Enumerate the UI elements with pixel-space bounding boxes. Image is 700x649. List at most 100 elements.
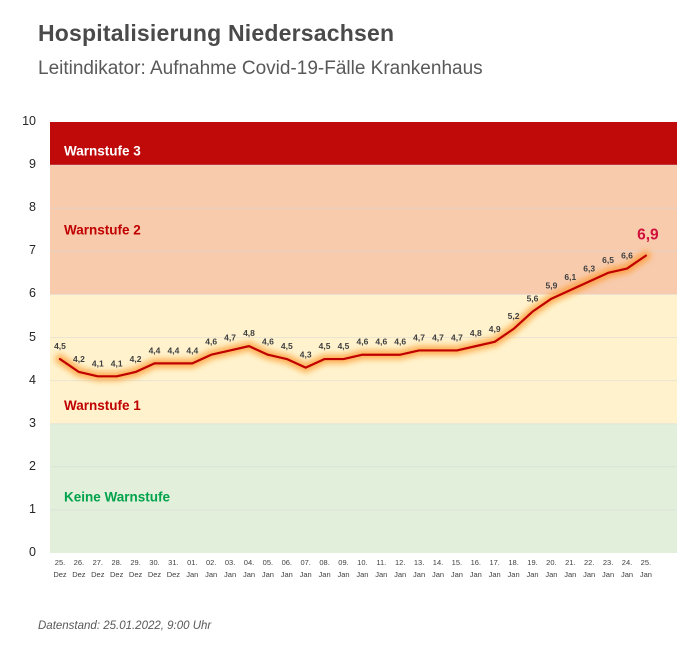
x-axis-tick-label: 23. Jan <box>594 557 622 580</box>
y-axis-tick-label: 4 <box>29 372 36 387</box>
x-tick-day: 25. <box>640 558 652 567</box>
x-tick-day: 12. <box>394 558 406 567</box>
x-tick-day: 08. <box>319 558 330 567</box>
x-tick-month: Jan <box>564 569 577 579</box>
x-axis-tick-label: 04. Jan <box>235 557 263 580</box>
data-point-label: 4,5 <box>319 341 331 351</box>
x-tick-month: Jan <box>261 569 274 579</box>
data-status-note: Datenstand: 25.01.2022, 9:00 Uhr <box>38 620 212 632</box>
warning-band-label: Warnstufe 3 <box>64 143 141 158</box>
data-point-label: 4,4 <box>149 345 161 355</box>
warning-band-label: Keine Warnstufe <box>64 489 171 504</box>
data-point-labels: 4,5 4,2 4,1 4,1 4,2 4,4 4,4 4,4 4,6 4,7 4,8 4,6 4,5 4… <box>54 227 659 369</box>
x-tick-month: Jan <box>450 569 463 579</box>
x-tick-day: 16. <box>470 558 482 567</box>
data-point-label: 4,8 <box>470 328 482 338</box>
y-axis-tick-label: 1 <box>29 501 36 516</box>
x-tick-day: 06. <box>281 558 293 567</box>
x-tick-day: 29. <box>130 558 141 567</box>
data-point-label: 4,6 <box>394 337 406 347</box>
x-axis-tick-label: 15. Jan <box>443 557 471 580</box>
x-axis-tick-label: 21. Jan <box>556 557 584 580</box>
x-tick-month: Jan <box>356 569 369 579</box>
data-point-label: 4,6 <box>375 337 387 347</box>
x-tick-month: Jan <box>205 569 218 579</box>
x-tick-day: 28. <box>111 558 122 567</box>
x-tick-day: 21. <box>565 558 576 567</box>
y-axis-tick-label: 0 <box>29 545 36 559</box>
data-point-label: 4,5 <box>338 341 350 351</box>
x-tick-month: Dez <box>53 569 67 579</box>
y-axis-tick-label: 8 <box>29 200 36 215</box>
data-point-label: 4,7 <box>224 332 236 342</box>
data-point-label: 4,7 <box>451 332 463 342</box>
x-axis-tick-label: 25. Dez <box>46 557 74 580</box>
x-axis: 25. Dez 26. Dez 27. Dez 28. Dez 29. Dez 30. Dez 31. D… <box>50 557 690 591</box>
x-axis-tick-label: 30. Dez <box>141 557 169 580</box>
x-tick-day: 30. <box>149 558 160 567</box>
x-axis-tick-label: 07. Jan <box>292 557 320 580</box>
x-axis-tick-label: 13. Jan <box>405 557 433 580</box>
x-axis-tick-label: 11. Jan <box>367 557 395 580</box>
x-tick-month: Jan <box>602 569 615 579</box>
x-tick-month: Jan <box>507 569 520 579</box>
x-tick-month: Jan <box>583 569 596 579</box>
data-point-label: 4,7 <box>413 332 425 342</box>
x-tick-day: 04. <box>243 558 255 567</box>
data-point-label: 6,3 <box>583 263 595 273</box>
y-axis-tick-label: 10 <box>22 114 36 128</box>
x-tick-month: Jan <box>242 569 256 579</box>
x-tick-month: Jan <box>186 569 199 579</box>
x-tick-day: 14. <box>432 558 444 567</box>
latest-value-label: 6,9 <box>637 227 659 244</box>
line-chart: Warnstufe 3 Warnstufe 2 Warnstufe 1 Keine W… <box>50 122 677 553</box>
x-tick-month: Jan <box>337 569 350 579</box>
data-point-label: 5,2 <box>508 311 520 321</box>
x-tick-month: Jan <box>280 569 293 579</box>
data-point-label: 4,9 <box>489 324 501 334</box>
x-tick-day: 24. <box>621 558 633 567</box>
data-point-label: 4,6 <box>356 337 368 347</box>
x-axis-tick-label: 26. Dez <box>65 557 93 580</box>
x-axis-tick-label: 19. Jan <box>519 557 547 580</box>
x-axis-tick-label: 18. Jan <box>500 557 528 580</box>
warning-band <box>50 423 677 553</box>
x-tick-day: 01. <box>187 558 198 567</box>
x-tick-month: Jan <box>469 569 482 579</box>
trend-line <box>54 249 652 383</box>
x-tick-day: 10. <box>357 558 368 567</box>
x-axis-tick-label: 28. Dez <box>103 557 131 580</box>
x-axis-tick-label: 14. Jan <box>424 557 452 580</box>
data-point-label: 4,2 <box>130 354 142 364</box>
x-tick-day: 15. <box>451 558 463 567</box>
x-tick-month: Dez <box>147 569 162 579</box>
x-tick-month: Jan <box>431 569 445 579</box>
data-point-label: 4,1 <box>92 358 104 368</box>
x-axis-tick-label: 08. Jan <box>311 557 339 580</box>
x-tick-day: 17. <box>489 558 500 567</box>
y-axis-tick-label: 3 <box>29 415 36 430</box>
x-axis-tick-label: 02. Jan <box>197 557 225 580</box>
x-tick-day: 13. <box>413 558 425 567</box>
y-axis-tick-label: 9 <box>29 157 36 172</box>
data-point-label: 4,6 <box>205 337 217 347</box>
x-axis-tick-label: 22. Jan <box>575 557 603 580</box>
warning-band-label: Warnstufe 2 <box>64 222 141 237</box>
y-axis: 0 1 2 3 4 5 6 7 8 9 10 <box>0 114 44 559</box>
y-axis-tick-label: 7 <box>29 243 36 258</box>
y-axis-tick-label: 6 <box>29 286 36 301</box>
x-tick-day: 25. <box>54 558 66 567</box>
warning-band <box>50 165 677 295</box>
x-tick-month: Jan <box>394 569 407 579</box>
x-tick-month: Jan <box>299 569 312 579</box>
x-axis-tick-label: 27. Dez <box>84 557 112 580</box>
data-point-label: 6,5 <box>602 255 614 265</box>
x-tick-day: 20. <box>546 558 557 567</box>
page-title: Hospitalisierung Niedersachsen <box>38 20 395 46</box>
x-axis-tick-label: 29. Dez <box>122 557 150 580</box>
x-tick-month: Jan <box>318 569 331 579</box>
data-point-label: 4,7 <box>432 332 444 342</box>
x-tick-month: Jan <box>224 569 237 579</box>
data-point-label: 6,6 <box>621 251 633 261</box>
